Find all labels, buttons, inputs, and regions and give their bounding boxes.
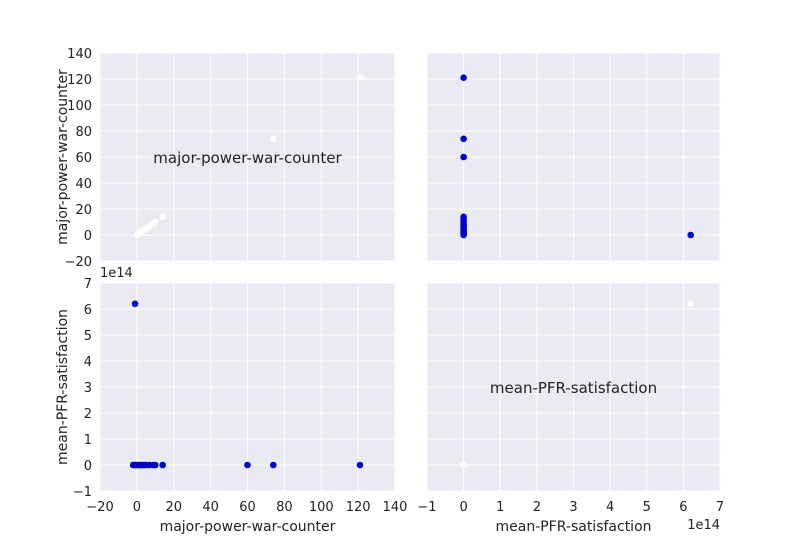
diagonal-label: major-power-war-counter — [153, 149, 342, 167]
scatter-point — [460, 461, 467, 469]
y-tick-label: 4 — [84, 355, 92, 370]
y-tick-label: 7 — [84, 277, 92, 292]
x-tick-label: 140 — [383, 500, 408, 515]
x-tick-label: 0 — [133, 500, 141, 515]
x-tick-label: 2 — [533, 500, 541, 515]
x-tick-label: 60 — [239, 500, 256, 515]
y-tick-label: 0 — [84, 229, 92, 244]
x-tick-label: 7 — [716, 500, 724, 515]
panel-bottom-right: −1 0 1 2 3 4 5 6 7 mean-PFR-satisfaction mean-PFR-… — [417, 282, 724, 535]
scatter-point — [159, 461, 166, 469]
scatter-point — [460, 74, 467, 81]
y-tick-label: 20 — [75, 203, 92, 218]
x-tick-label: 0 — [459, 500, 467, 515]
y-tick-label: 5 — [84, 329, 92, 344]
x-tick-label: 1 — [496, 500, 504, 515]
y-tick-label: 1 — [84, 433, 92, 448]
x-tick-label: 6 — [679, 500, 687, 515]
x-axis-label: major-power-war-counter — [160, 519, 336, 535]
scatter-point — [131, 300, 139, 308]
x-scale-offset: 1e14 — [687, 518, 720, 533]
x-tick-label: 20 — [165, 500, 182, 515]
y-tick-label: 3 — [84, 381, 92, 396]
y-tick-label: 6 — [84, 303, 92, 318]
scatter-point — [460, 153, 467, 161]
y-axis-label: mean-PFR-satisfaction — [55, 309, 71, 465]
panel-top-left: −20 0 20 40 60 80 100 120 140 major-power-war-cou… — [55, 47, 396, 270]
x-tick-label: 120 — [346, 500, 371, 515]
scatter-point — [270, 135, 277, 143]
y-tick-label: 0 — [84, 459, 92, 474]
y-tick-label: 80 — [75, 125, 92, 140]
y-scale-offset: 1e14 — [100, 266, 133, 281]
x-tick-label: 80 — [276, 500, 293, 515]
y-tick-label: 40 — [75, 177, 92, 192]
diagonal-label: mean-PFR-satisfaction — [490, 379, 657, 397]
y-tick-label: 60 — [75, 151, 92, 166]
x-tick-label: 100 — [309, 500, 334, 515]
scatter-point — [152, 218, 159, 226]
scatter-point — [460, 135, 467, 143]
y-tick-label: −1 — [73, 485, 92, 500]
y-tick-label: −20 — [65, 255, 92, 270]
x-tick-label: −1 — [417, 500, 436, 515]
scatter-point — [356, 74, 364, 81]
x-tick-label: 4 — [606, 500, 614, 515]
scatter-point — [460, 231, 467, 239]
scatter-point — [687, 231, 694, 239]
scatter-point — [687, 300, 694, 308]
y-tick-label: 140 — [67, 47, 92, 62]
x-tick-label: 40 — [202, 500, 219, 515]
scatter-point — [152, 461, 159, 469]
scatter-point — [244, 461, 251, 469]
x-axis-label: mean-PFR-satisfaction — [495, 519, 651, 535]
y-axis-label: major-power-war-counter — [55, 69, 71, 245]
panel-top-right — [426, 52, 721, 262]
scatter-point — [356, 461, 364, 469]
y-tick-label: 2 — [84, 407, 92, 422]
y-tick-label: 120 — [67, 73, 92, 88]
x-tick-label: 5 — [643, 500, 651, 515]
scatter-point — [159, 213, 166, 221]
panel-bottom-left: −1 0 1 2 3 4 5 6 7 −20 0 20 40 60 80 100 120 140 major-pow… — [55, 266, 407, 535]
x-tick-label: 3 — [569, 500, 577, 515]
x-tick-label: −20 — [86, 500, 113, 515]
y-tick-label: 100 — [67, 99, 92, 114]
scatter-point — [270, 461, 277, 469]
